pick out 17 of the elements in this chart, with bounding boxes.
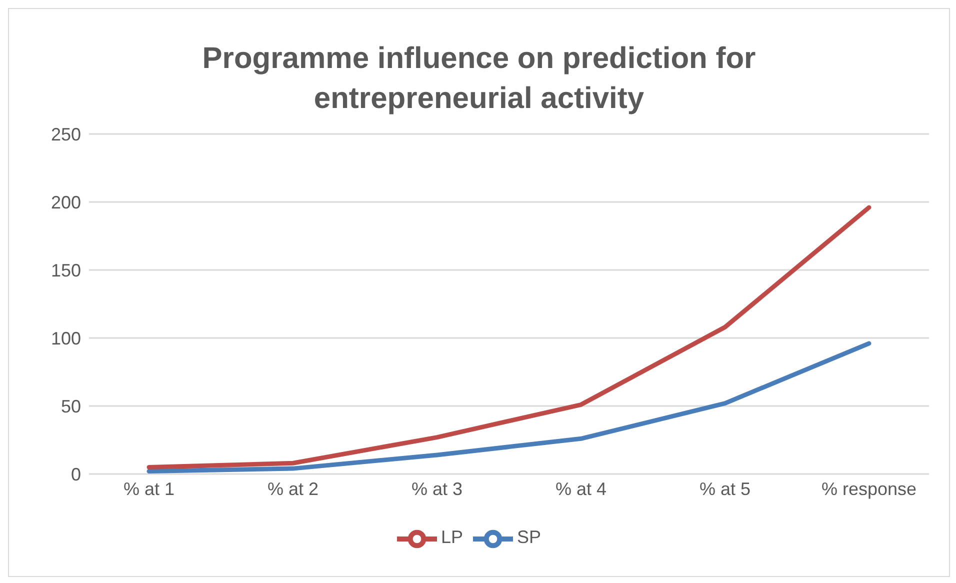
x-tick-label: % at 3	[411, 478, 463, 499]
y-tick-label: 200	[50, 192, 81, 212]
legend-label: LP	[440, 527, 463, 548]
line-series	[146, 205, 872, 470]
legend-label: SP	[517, 527, 542, 548]
y-tick-label: 100	[50, 328, 81, 348]
x-tick-label: % at 5	[699, 478, 751, 499]
x-tick-label: % at 2	[267, 478, 319, 499]
x-tick-label: % response	[821, 478, 917, 499]
chart-title: Programme influence on prediction for entrepreneurial activity	[201, 41, 757, 117]
x-tick-label: % at 4	[555, 478, 607, 499]
y-tick-label: 0	[70, 464, 81, 484]
y-tick-label: 150	[50, 260, 81, 280]
line-series	[146, 341, 872, 474]
y-tick-label: 250	[50, 124, 81, 144]
x-tick-label: % at 1	[123, 478, 175, 499]
y-tick-label: 50	[60, 396, 81, 416]
